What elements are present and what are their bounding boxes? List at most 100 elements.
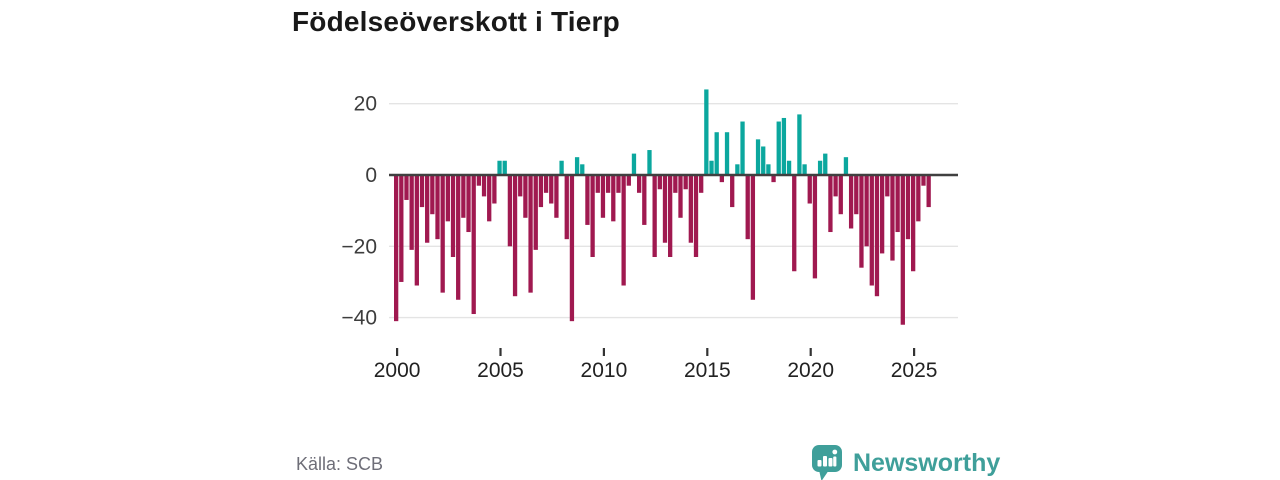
- bar-negative: [890, 175, 895, 261]
- bar-negative: [409, 175, 414, 250]
- bar-negative: [533, 175, 538, 250]
- bar-negative: [926, 175, 931, 208]
- bar-negative: [636, 175, 642, 193]
- bar-negative: [404, 175, 409, 200]
- x-axis-tick-label: 2025: [891, 359, 938, 382]
- bar-negative: [394, 175, 399, 322]
- bar-negative: [683, 175, 688, 190]
- bar-negative: [435, 175, 440, 240]
- bar-positive: [761, 146, 766, 175]
- bar-positive: [580, 164, 585, 176]
- newsworthy-logo-icon: [812, 445, 842, 480]
- bar-positive: [823, 153, 828, 175]
- x-axis-tick-label: 2010: [581, 359, 628, 382]
- bar-positive: [735, 164, 740, 176]
- bar-negative: [611, 175, 616, 222]
- bar-negative: [564, 175, 569, 240]
- bar-positive: [704, 89, 709, 175]
- bar-negative: [900, 175, 905, 325]
- bar-positive: [781, 117, 787, 175]
- bar-negative: [538, 175, 544, 208]
- bar-negative: [507, 175, 513, 247]
- bar-negative: [678, 175, 683, 218]
- bar-negative: [838, 175, 843, 215]
- bar-positive: [802, 164, 807, 176]
- bar-negative: [848, 175, 854, 229]
- y-axis-tick-label: 0: [365, 164, 377, 187]
- y-axis-tick-label: 20: [354, 93, 377, 116]
- bar-negative: [745, 175, 750, 240]
- bar-positive: [647, 150, 652, 175]
- bar-negative: [864, 175, 869, 247]
- bar-negative: [642, 175, 647, 225]
- bar-negative: [730, 175, 735, 208]
- bar-negative: [440, 175, 445, 293]
- bar-negative: [699, 175, 704, 193]
- bar-negative: [523, 175, 528, 218]
- bar-negative: [812, 175, 818, 279]
- bar-negative: [668, 175, 673, 257]
- bar-negative: [879, 175, 885, 254]
- bar-negative: [885, 175, 890, 197]
- bar-negative: [476, 175, 482, 186]
- bar-negative: [874, 175, 880, 297]
- bar-negative: [869, 175, 874, 286]
- bar-negative: [621, 175, 626, 286]
- bar-negative: [828, 175, 833, 233]
- bar-negative: [585, 175, 590, 225]
- bar-negative: [595, 175, 600, 193]
- bar-negative: [792, 175, 797, 272]
- bar-positive: [786, 160, 792, 175]
- bar-negative: [600, 175, 606, 218]
- bar-negative: [528, 175, 533, 293]
- bar-negative: [895, 175, 900, 233]
- bar-negative: [425, 175, 430, 243]
- x-axis-tick-label: 2015: [684, 359, 731, 382]
- bar-negative: [911, 175, 916, 272]
- bar-positive: [755, 139, 761, 175]
- x-axis-tick-label: 2005: [477, 359, 524, 382]
- bar-positive: [776, 121, 781, 176]
- bar-negative: [414, 175, 419, 286]
- bar-negative: [445, 175, 450, 222]
- bar-positive: [631, 153, 637, 175]
- bar-negative: [543, 175, 549, 193]
- bar-negative: [750, 175, 756, 300]
- bar-positive: [817, 160, 823, 175]
- bar-negative: [569, 175, 575, 322]
- bar-negative: [771, 175, 776, 183]
- bar-negative: [616, 175, 621, 193]
- bar-negative: [673, 175, 678, 193]
- newsworthy-brand: Newsworthy: [810, 443, 1000, 480]
- bar-negative: [481, 175, 487, 197]
- chart-title: Födelseöverskott i Tierp: [292, 6, 620, 37]
- x-axis-tick-label: 2020: [787, 359, 834, 382]
- y-axis-tick-label: −20: [341, 235, 377, 258]
- bar-positive: [502, 160, 507, 175]
- bar-negative: [549, 175, 554, 204]
- bar-positive: [843, 157, 849, 175]
- bar-negative: [626, 175, 631, 186]
- bar-positive: [797, 114, 802, 175]
- bar-negative: [657, 175, 662, 190]
- bar-positive: [740, 121, 745, 176]
- bar-negative: [466, 175, 471, 233]
- bar-negative: [916, 175, 921, 222]
- bar-negative: [693, 175, 699, 257]
- bar-negative: [921, 175, 926, 186]
- bar-positive: [766, 164, 771, 176]
- bar-positive: [559, 160, 564, 175]
- x-axis-tick-label: 2000: [374, 359, 421, 382]
- bar-negative: [512, 175, 518, 297]
- bar-negative: [590, 175, 595, 257]
- bar-negative: [456, 175, 461, 300]
- bar-negative: [652, 175, 657, 257]
- bar-negative: [833, 175, 838, 197]
- bar-negative: [430, 175, 435, 215]
- newsworthy-wordmark: Newsworthy: [853, 448, 1001, 477]
- bar-negative: [461, 175, 466, 218]
- source-label: Källa: SCB: [296, 454, 384, 474]
- bar-negative: [905, 175, 911, 240]
